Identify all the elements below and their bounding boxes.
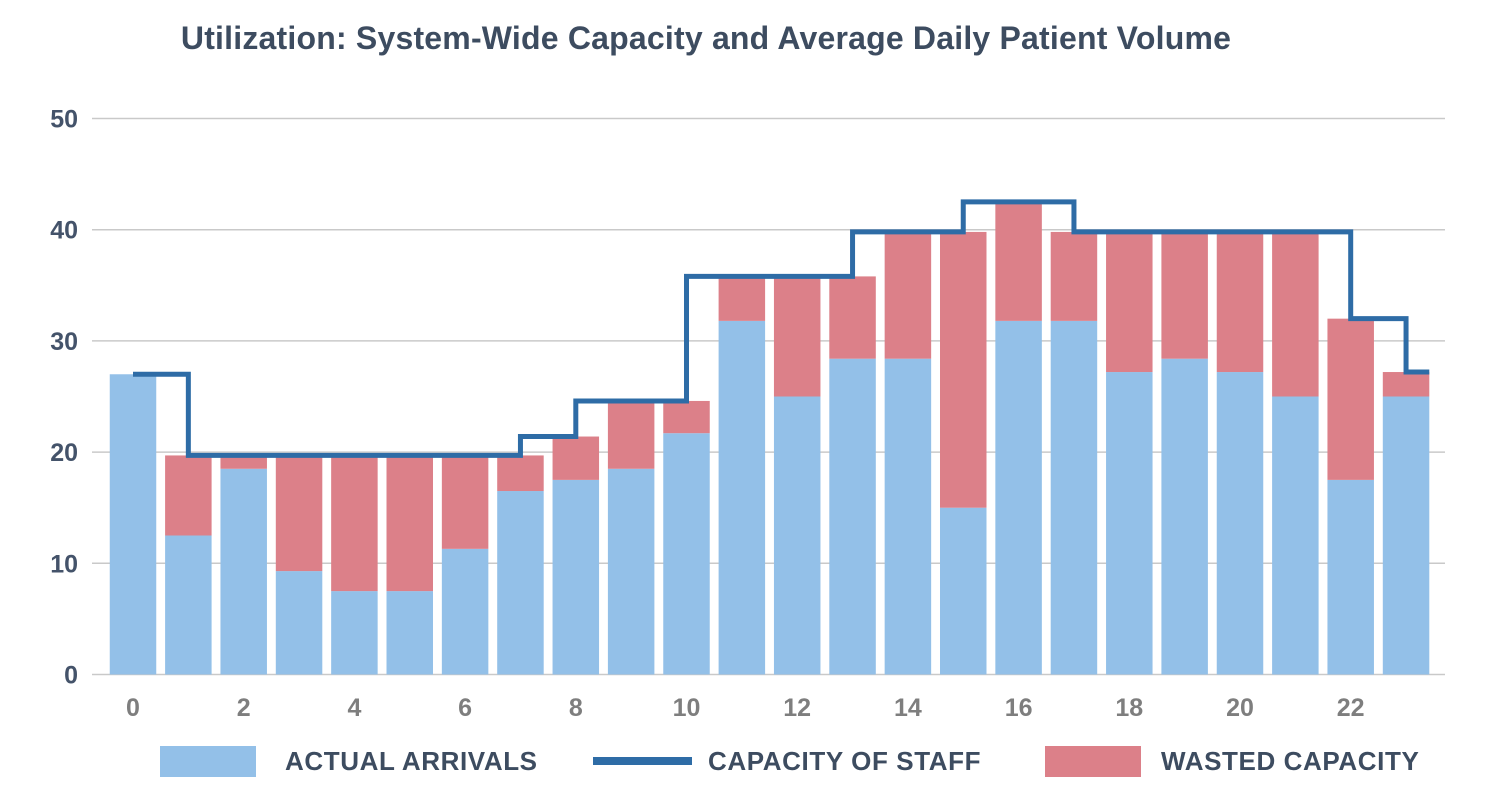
bar-wasted-hour-5 xyxy=(386,455,433,592)
bar-wasted-hour-19 xyxy=(1161,231,1208,359)
bar-wasted-hour-4 xyxy=(331,455,378,592)
bar-actual-hour-17 xyxy=(1050,320,1098,675)
bar-wasted-hour-13 xyxy=(829,276,876,359)
bar-wasted-hour-14 xyxy=(884,231,932,359)
bar-actual-hour-20 xyxy=(1216,372,1264,675)
x-axis-label-16: 16 xyxy=(1005,694,1033,722)
bar-actual-hour-18 xyxy=(1106,372,1153,675)
y-axis-label-40: 40 xyxy=(50,217,78,245)
bar-actual-hour-15 xyxy=(940,507,987,675)
actual-arrivals-swatch-icon xyxy=(160,745,256,777)
bar-actual-hour-4 xyxy=(331,591,378,675)
bar-actual-hour-12 xyxy=(773,396,821,675)
bar-actual-hour-7 xyxy=(497,491,544,675)
x-axis-label-0: 0 xyxy=(126,694,140,722)
bar-actual-hour-14 xyxy=(884,358,932,675)
y-axis-label-50: 50 xyxy=(50,106,78,134)
x-axis-label-18: 18 xyxy=(1115,694,1143,722)
x-axis-label-14: 14 xyxy=(894,694,922,722)
x-axis-label-2: 2 xyxy=(237,694,251,722)
bar-actual-hour-16 xyxy=(995,320,1042,675)
bar-actual-hour-1 xyxy=(165,535,212,675)
bar-wasted-hour-21 xyxy=(1272,231,1319,397)
bar-actual-hour-21 xyxy=(1272,396,1319,675)
bar-wasted-hour-15 xyxy=(940,231,987,508)
chart-canvas: 0 10 20 30 40 50 0 2 4 6 8 10 12 14 16 18 20 22 xyxy=(50,106,1445,722)
capacity-line-swatch-icon xyxy=(593,757,692,765)
chart-title: Utilization: System-Wide Capacity and Av… xyxy=(180,20,1232,56)
y-axis-label-0: 0 xyxy=(64,662,78,690)
bar-actual-hour-23 xyxy=(1382,396,1430,675)
bar-actual-hour-19 xyxy=(1161,358,1208,675)
bar-wasted-hour-7 xyxy=(497,455,544,492)
x-axis-label-8: 8 xyxy=(569,694,583,722)
bar-wasted-hour-3 xyxy=(275,455,323,572)
legend-label: CAPACITY OF STAFF xyxy=(708,745,982,776)
bar-wasted-hour-6 xyxy=(441,455,489,549)
y-axis-label-30: 30 xyxy=(50,328,78,356)
bar-actual-hour-22 xyxy=(1327,479,1374,675)
bar-actual-hour-8 xyxy=(552,479,600,675)
legend-item-wasted-capacity: WASTED CAPACITY xyxy=(1045,744,1419,778)
bar-actual-hour-3 xyxy=(275,571,323,675)
bar-actual-hour-10 xyxy=(663,433,710,675)
bar-wasted-hour-1 xyxy=(165,455,212,536)
bar-actual-hour-9 xyxy=(607,468,655,675)
chart-legend: ACTUAL ARRIVALS CAPACITY OF STAFF WASTED… xyxy=(0,744,1500,784)
bar-wasted-hour-8 xyxy=(552,436,600,480)
bar-actual-hour-11 xyxy=(718,320,766,675)
wasted-capacity-swatch-icon xyxy=(1045,745,1141,777)
bar-wasted-hour-10 xyxy=(663,400,710,434)
legend-item-capacity-of-staff: CAPACITY OF STAFF xyxy=(593,744,981,778)
bar-wasted-hour-16 xyxy=(995,201,1042,321)
x-axis-label-22: 22 xyxy=(1337,694,1365,722)
bar-wasted-hour-12 xyxy=(773,276,821,397)
bar-wasted-hour-18 xyxy=(1106,231,1153,373)
capacity-step-line xyxy=(133,199,1430,458)
y-axis-label-20: 20 xyxy=(50,439,78,467)
bar-wasted-hour-11 xyxy=(718,276,766,321)
bar-wasted-hour-23 xyxy=(1382,372,1430,397)
x-axis-label-10: 10 xyxy=(673,694,701,722)
bar-wasted-hour-9 xyxy=(607,400,655,469)
bar-wasted-hour-22 xyxy=(1327,318,1374,480)
legend-label: ACTUAL ARRIVALS xyxy=(285,745,538,776)
y-axis-label-10: 10 xyxy=(50,550,78,578)
bar-actual-hour-2 xyxy=(220,468,267,675)
bar-wasted-hour-20 xyxy=(1216,231,1264,373)
x-axis-label-20: 20 xyxy=(1226,694,1254,722)
legend-label: WASTED CAPACITY xyxy=(1161,745,1420,776)
bar-actual-hour-5 xyxy=(386,591,433,675)
bar-actual-hour-0 xyxy=(109,374,157,675)
x-axis-label-12: 12 xyxy=(783,694,811,722)
bar-wasted-hour-2 xyxy=(220,455,267,469)
x-axis-label-4: 4 xyxy=(347,694,361,722)
x-axis-label-6: 6 xyxy=(458,694,472,722)
bar-actual-hour-13 xyxy=(829,358,876,675)
bar-wasted-hour-17 xyxy=(1050,231,1098,321)
legend-item-actual-arrivals: ACTUAL ARRIVALS xyxy=(160,744,538,778)
bar-actual-hour-6 xyxy=(441,548,489,675)
